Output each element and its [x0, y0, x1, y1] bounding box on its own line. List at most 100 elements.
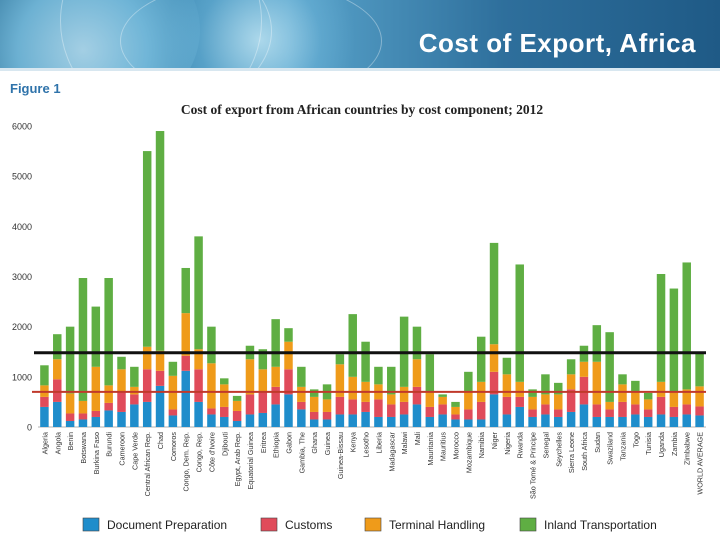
inland-transport-bar — [412, 326, 422, 360]
doc-prep-bar — [515, 406, 524, 427]
x-tick-label: Burkina Faso — [92, 432, 101, 474]
inland-transport-bar — [528, 389, 537, 397]
customs-bar — [554, 409, 563, 417]
x-tick-label: Namibia — [477, 432, 486, 458]
doc-prep-bar — [78, 419, 88, 427]
x-tick-label: Burundi — [105, 432, 114, 457]
slide-title: Cost of Export, Africa — [418, 28, 696, 58]
x-tick-label: Djibouti — [220, 432, 229, 456]
doc-prep-bar — [489, 394, 499, 427]
meridian-line — [120, 0, 382, 68]
terminal-handling-bar — [438, 396, 447, 405]
chart-title: Cost of export from African countries by… — [181, 102, 544, 117]
doc-prep-bar — [130, 404, 139, 427]
terminal-handling-bar — [579, 361, 589, 377]
customs-bar — [399, 401, 409, 415]
doc-prep-bar — [245, 414, 255, 427]
terminal-handling-bar — [528, 396, 537, 410]
customs-bar — [258, 391, 268, 413]
terminal-handling-bar — [348, 376, 357, 400]
customs-bar — [515, 396, 524, 407]
inland-transport-bar — [695, 353, 704, 387]
inland-transport-bar — [91, 306, 101, 367]
terminal-handling-bar — [245, 359, 255, 395]
inland-transport-bar — [155, 131, 165, 351]
doc-prep-bar — [579, 404, 589, 427]
y-axis: 0 1000 2000 3000 4000 5000 6000 — [12, 122, 706, 433]
terminal-handling-bar — [181, 313, 190, 356]
doc-prep-bar — [271, 404, 280, 427]
customs-bar — [245, 394, 255, 415]
x-tick-label: Madagascar — [387, 431, 396, 471]
doc-prep-bar — [412, 404, 422, 427]
customs-bar — [335, 396, 345, 415]
inland-transport-bar — [656, 273, 666, 382]
doc-prep-bar — [554, 416, 563, 427]
terminal-handling-bar — [130, 386, 139, 395]
x-tick-label: Rwanda — [516, 432, 525, 458]
inland-transport-bar — [297, 366, 306, 387]
doc-prep-bar — [335, 414, 345, 427]
inland-transport-bar — [374, 366, 383, 385]
y-tick-label: 6000 — [12, 122, 32, 132]
x-tick-label: Malawi — [400, 432, 409, 455]
customs-bar — [168, 409, 178, 416]
customs-bar — [348, 399, 357, 415]
customs-bar — [605, 409, 614, 417]
customs-bar — [695, 406, 704, 416]
x-tick-label: Tunisia — [644, 432, 653, 455]
customs-bar — [91, 410, 101, 417]
customs-bar — [643, 409, 653, 417]
x-tick-label: WORLD AVERAGE — [696, 432, 705, 495]
terminal-handling-bar — [643, 399, 653, 410]
inland-transport-bar — [515, 264, 524, 382]
customs-bar — [682, 404, 691, 415]
legend-swatch — [82, 517, 100, 532]
doc-prep-bar — [155, 385, 165, 427]
inland-transport-bar — [554, 382, 563, 395]
terminal-handling-bar — [515, 381, 524, 397]
reference-lines — [32, 351, 706, 393]
terminal-handling-bar — [669, 391, 679, 407]
x-tick-label: Tanzania — [619, 432, 628, 461]
terminal-handling-bar — [451, 406, 460, 415]
x-tick-label: Sierra Leone — [567, 432, 576, 473]
doc-prep-bar — [309, 419, 319, 427]
customs-bar — [53, 379, 62, 402]
terminal-handling-bar — [412, 359, 422, 387]
terminal-handling-bar — [605, 401, 614, 410]
inland-transport-bar — [631, 380, 640, 392]
customs-bar — [104, 402, 113, 411]
customs-bar — [142, 369, 152, 402]
terminal-handling-bar — [695, 386, 704, 407]
x-tick-label: Guinea — [323, 432, 332, 455]
terminal-handling-bar — [117, 369, 126, 392]
doc-prep-bar — [502, 414, 512, 427]
x-tick-label: Congo, Dem. Rep. — [182, 432, 191, 492]
terminal-handling-bar — [78, 400, 88, 414]
customs-bar — [297, 401, 306, 410]
terminal-handling-bar — [232, 400, 242, 411]
doc-prep-bar — [656, 414, 666, 427]
inland-transport-bar — [220, 378, 229, 385]
inland-transport-bar — [489, 242, 499, 345]
doc-prep-bar — [387, 416, 396, 427]
x-tick-label: Eritrea — [259, 432, 268, 453]
legend: Document Preparation Customs Terminal Hand… — [82, 517, 657, 532]
terminal-handling-bar — [53, 359, 62, 380]
inland-transport-bar — [117, 356, 126, 370]
customs-bar — [476, 401, 486, 420]
customs-bar — [566, 389, 576, 412]
x-tick-label: Kenya — [349, 432, 358, 452]
doc-prep-bar — [682, 414, 691, 427]
customs-bar — [40, 396, 49, 407]
doc-prep-bar — [425, 416, 435, 427]
inland-transport-bar — [65, 326, 75, 394]
x-tick-label: Cameroon — [118, 432, 127, 466]
doc-prep-bar — [464, 419, 473, 427]
inland-transport-bar — [566, 359, 576, 375]
inland-transport-bar — [464, 371, 473, 392]
doc-prep-bar — [181, 370, 190, 427]
x-tick-label: Mozambique — [464, 432, 473, 473]
inland-transport-bar — [335, 354, 345, 365]
